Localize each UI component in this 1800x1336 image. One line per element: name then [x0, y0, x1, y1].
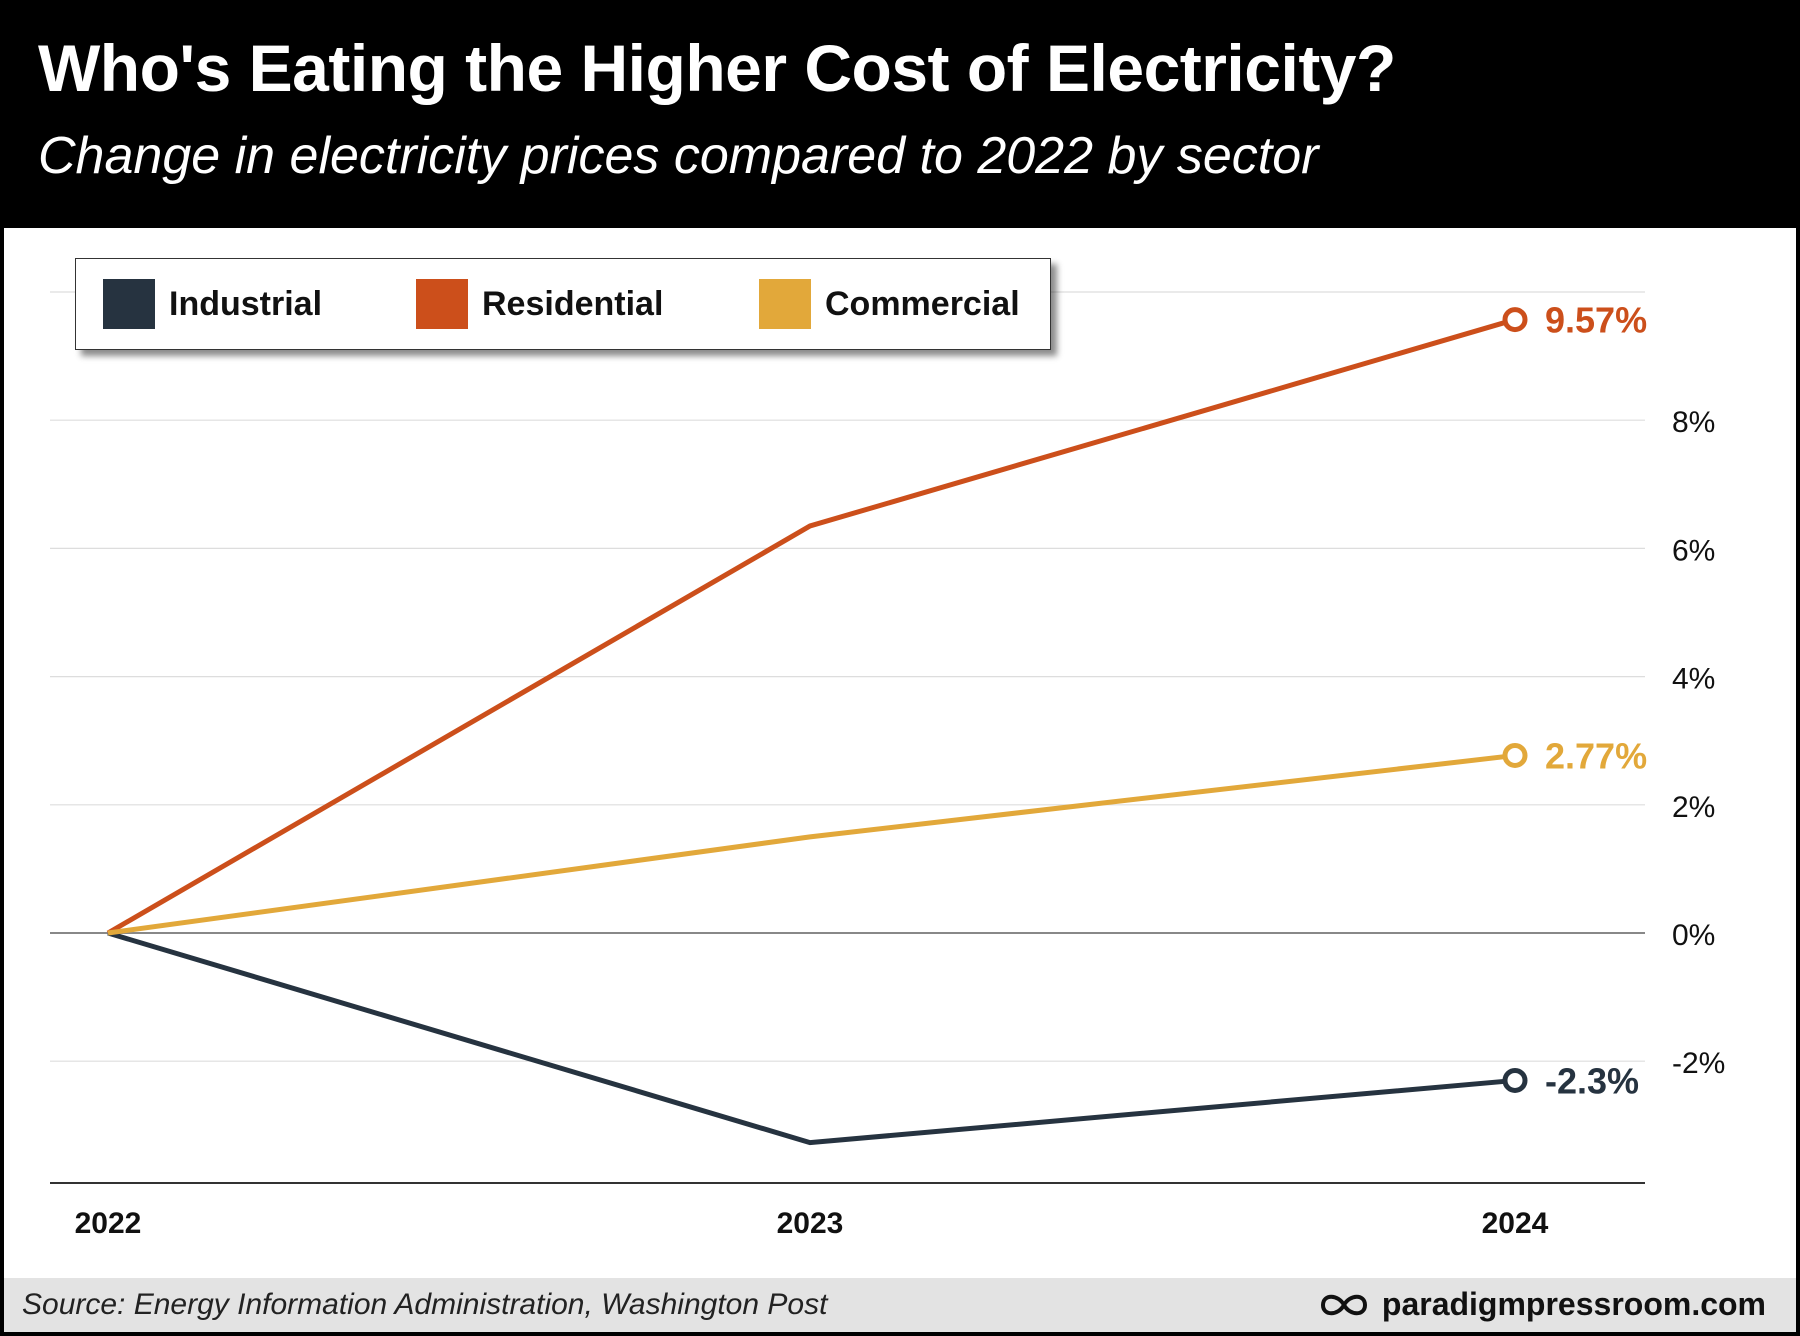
legend: Industrial Residential Commercial [75, 258, 1051, 350]
y-tick-label: 6% [1672, 534, 1715, 567]
header: Who's Eating the Higher Cost of Electric… [0, 0, 1800, 228]
x-tick-label: 2024 [1482, 1207, 1549, 1240]
source-note: Source: Energy Information Administratio… [22, 1288, 828, 1321]
x-tick-label: 2023 [777, 1207, 844, 1240]
legend-label: Industrial [169, 284, 323, 323]
footer: Source: Energy Information Administratio… [4, 1278, 1796, 1332]
legend-item-commercial: Commercial [759, 279, 1020, 329]
legend-swatch [103, 279, 155, 329]
y-tick-label: 2% [1672, 791, 1715, 824]
x-tick-label: 2022 [75, 1207, 142, 1240]
end-marker-industrial [1502, 1067, 1528, 1093]
series-line-residential [106, 317, 1516, 936]
chart-title: Who's Eating the Higher Cost of Electric… [38, 31, 1396, 105]
chart-subtitle: Change in electricity prices compared to… [38, 127, 1319, 185]
series-line-industrial [107, 930, 1516, 1146]
legend-swatch [416, 279, 468, 329]
legend-item-residential: Residential [416, 279, 663, 329]
brand: paradigmpressroom.com [1318, 1286, 1766, 1323]
y-tick-label: 8% [1672, 406, 1715, 439]
legend-swatch [759, 279, 811, 329]
series-line-commercial [107, 752, 1516, 936]
legend-label: Residential [482, 284, 664, 323]
brand-name: paradigmpressroom.com [1381, 1286, 1766, 1322]
chart-panel [4, 228, 1796, 1332]
legend-label: Commercial [825, 284, 1020, 323]
legend-item-industrial: Industrial [103, 279, 322, 329]
data-label-industrial: -2.3% [1545, 1060, 1639, 1101]
y-tick-label: 0% [1672, 919, 1715, 952]
data-label-residential: 9.57% [1545, 300, 1647, 341]
end-marker-commercial [1502, 742, 1528, 768]
infinity-icon [1318, 1290, 1370, 1320]
end-marker-residential [1502, 307, 1528, 333]
data-label-commercial: 2.77% [1545, 735, 1647, 776]
y-tick-label: -2% [1672, 1047, 1725, 1080]
y-tick-label: 4% [1672, 663, 1715, 696]
